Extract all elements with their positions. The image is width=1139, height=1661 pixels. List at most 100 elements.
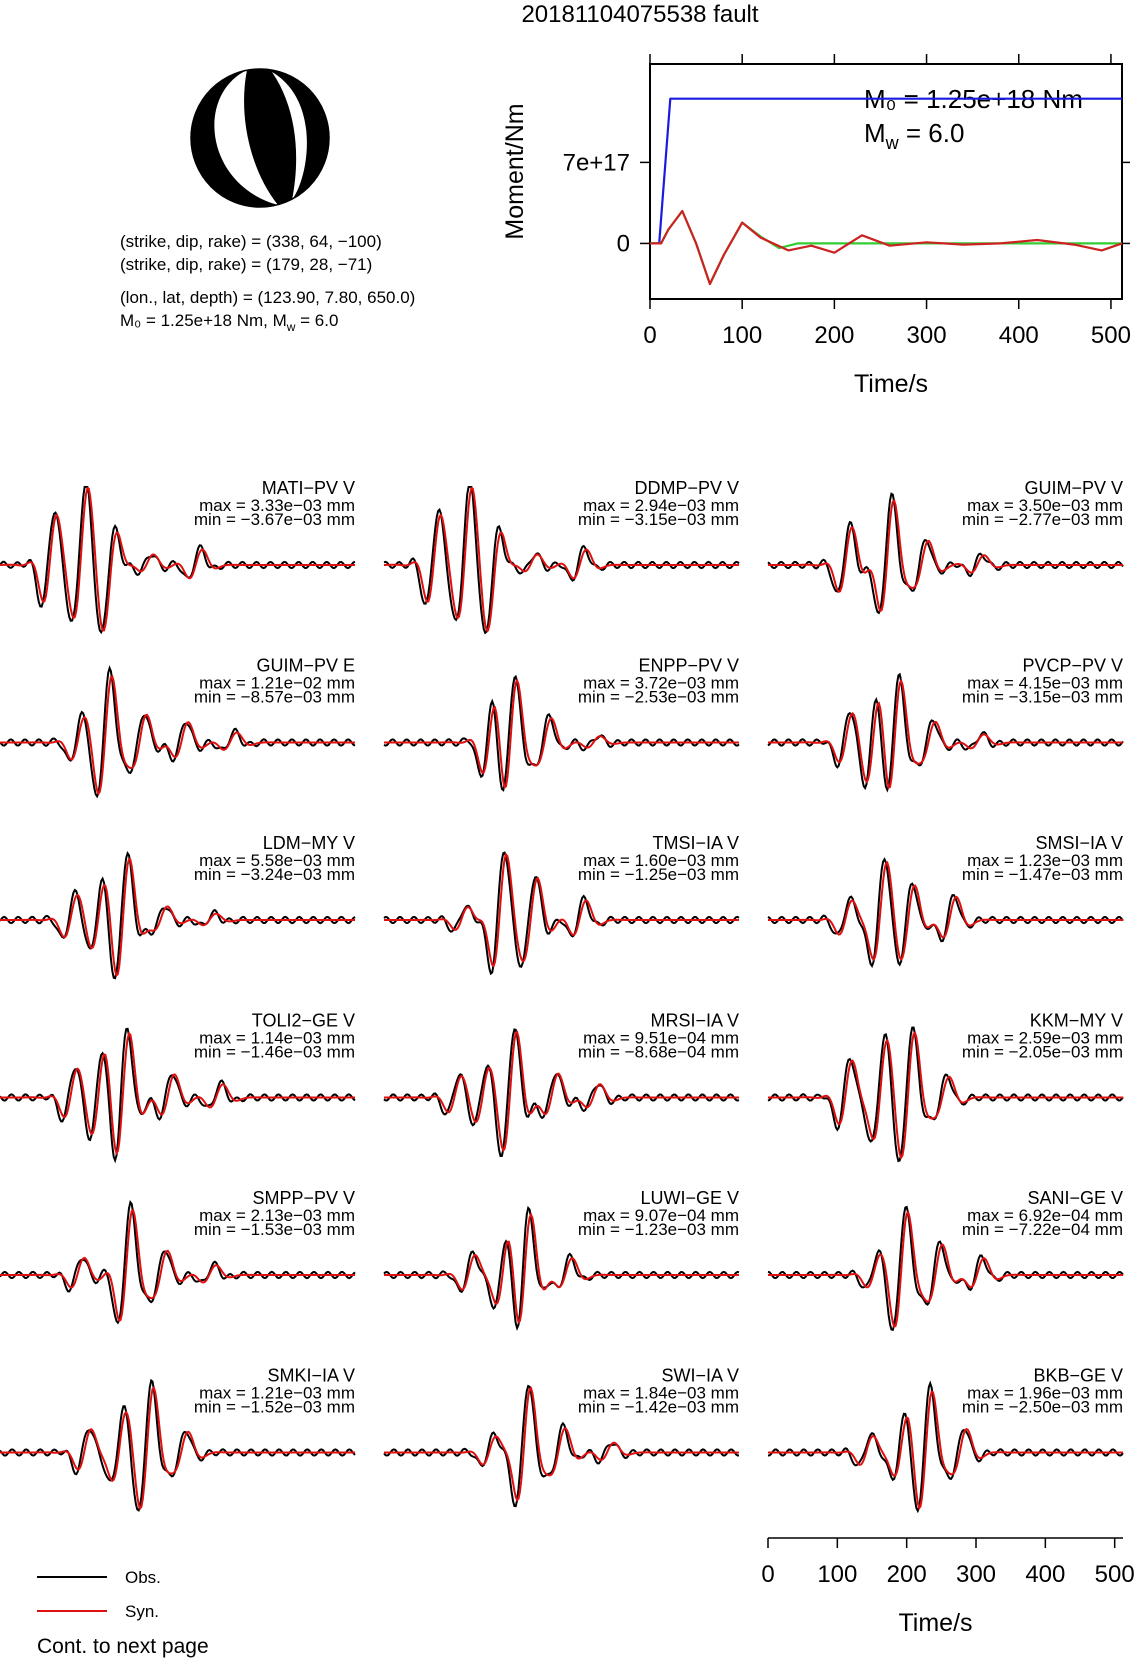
synthetic-waveform xyxy=(384,486,739,632)
moment-x-tick-label: 300 xyxy=(907,322,947,349)
trace-max-label: max = 4.15e−03 mm xyxy=(967,674,1123,693)
trace-min-label: min = −1.53e−03 mm xyxy=(194,1220,355,1239)
trace-max-label: max = 2.13e−03 mm xyxy=(199,1206,355,1225)
synthetic-waveform xyxy=(768,1030,1123,1160)
trace-min-label: min = −8.57e−03 mm xyxy=(194,688,355,707)
trace-station-label: TMSI−IA V xyxy=(652,833,739,853)
synthetic-waveform xyxy=(0,1031,355,1156)
continuation-note: Cont. to next page xyxy=(37,1635,209,1658)
synthetic-waveform xyxy=(0,1208,355,1323)
waveform-time-axis: 0 100 200 300 400 500 Time/s xyxy=(761,1537,1135,1637)
mechanism-line-1: (strike, dip, rake) = (338, 64, −100) xyxy=(120,232,382,251)
trace-min-label: min = −1.23e−03 mm xyxy=(578,1220,739,1239)
synthetic-waveform xyxy=(768,498,1123,613)
mechanism-line-2: (strike, dip, rake) = (179, 28, −71) xyxy=(120,255,372,274)
mechanism-line-3: (lon., lat, depth) = (123.90, 7.80, 650.… xyxy=(120,288,415,307)
trace-min-label: min = −1.47e−03 mm xyxy=(962,865,1123,884)
trace-max-label: max = 3.33e−03 mm xyxy=(199,496,355,515)
trace-min-label: min = −8.68e−04 mm xyxy=(578,1043,739,1062)
legend-obs-label: Obs. xyxy=(125,1568,161,1587)
trace-min-label: min = −1.52e−03 mm xyxy=(194,1398,355,1417)
trace-min-label: min = −1.46e−03 mm xyxy=(194,1043,355,1062)
moment-x-tick-label: 0 xyxy=(643,322,656,349)
trace-station-label: BKB−GE V xyxy=(1033,1366,1123,1386)
trace-station-label: GUIM−PV V xyxy=(1024,478,1123,498)
synthetic-waveform xyxy=(768,1390,1123,1511)
moment-x-tick-label: 500 xyxy=(1091,322,1131,349)
trace-max-label: max = 1.21e−02 mm xyxy=(199,674,355,693)
trace-max-label: max = 1.96e−03 mm xyxy=(967,1384,1123,1403)
synthetic-waveform xyxy=(768,678,1123,790)
trace-min-label: min = −3.24e−03 mm xyxy=(194,865,355,884)
moment-rate-chart: 0 100 200 300 400 50007e+17Time/sMoment/NmM₀ … xyxy=(501,54,1131,398)
trace-min-label: min = −2.77e−03 mm xyxy=(962,510,1123,529)
observed-waveform xyxy=(383,1384,740,1508)
trace-min-label: min = −7.22e−04 mm xyxy=(962,1220,1123,1239)
trace-max-label: max = 1.84e−03 mm xyxy=(583,1384,739,1403)
trace-station-label: MRSI−IA V xyxy=(650,1011,739,1031)
moment-function-line xyxy=(650,97,1122,245)
legend: Obs. Syn. xyxy=(37,1568,161,1621)
trace-max-label: max = 2.59e−03 mm xyxy=(967,1029,1123,1048)
trace-station-label: PVCP−PV V xyxy=(1022,656,1123,676)
synthetic-waveform xyxy=(384,1212,739,1324)
bottom-x-tick-label: 400 xyxy=(1025,1561,1065,1588)
moment-y-tick-label: 0 xyxy=(617,230,630,257)
synthetic-waveform xyxy=(768,1210,1123,1329)
moment-x-tick-label: 100 xyxy=(722,322,762,349)
bottom-x-tick-label: 100 xyxy=(817,1561,857,1588)
observed-waveform xyxy=(383,851,740,976)
bottom-x-tick-label: 500 xyxy=(1095,1561,1135,1588)
trace-max-label: max = 3.72e−03 mm xyxy=(583,674,739,693)
trace-min-label: min = −3.67e−03 mm xyxy=(194,510,355,529)
trace-station-label: SMPP−PV V xyxy=(252,1188,355,1208)
synthetic-waveform xyxy=(0,1385,355,1511)
trace-min-label: min = −2.53e−03 mm xyxy=(578,688,739,707)
moment-x-tick-label: 200 xyxy=(814,322,854,349)
moment-plot-frame xyxy=(649,63,1123,300)
synthetic-waveform xyxy=(384,678,739,790)
trace-max-label: max = 1.14e−03 mm xyxy=(199,1029,355,1048)
trace-station-label: LUWI−GE V xyxy=(640,1188,739,1208)
observed-waveform xyxy=(383,486,740,635)
trace-station-label: LDM−MY V xyxy=(263,833,355,853)
moment-rate-obs-line xyxy=(650,209,1123,286)
trace-station-label: DDMP−PV V xyxy=(634,478,739,498)
trace-min-label: min = −1.42e−03 mm xyxy=(578,1398,739,1417)
trace-max-label: max = 1.23e−03 mm xyxy=(967,851,1123,870)
trace-max-label: max = 6.92e−04 mm xyxy=(967,1206,1123,1225)
trace-min-label: min = −1.25e−03 mm xyxy=(578,865,739,884)
trace-min-label: min = −2.05e−03 mm xyxy=(962,1043,1123,1062)
moment-rate-model-line xyxy=(650,209,1122,286)
trace-min-label: min = −3.15e−03 mm xyxy=(962,688,1123,707)
moment-annotation-mw: Mw = 6.0 xyxy=(864,118,964,153)
moment-x-tick-label: 400 xyxy=(999,322,1039,349)
observed-waveform xyxy=(767,1205,1124,1332)
synthetic-waveform xyxy=(0,857,355,978)
synthetic-waveform xyxy=(384,852,739,968)
bottom-x-tick-label: 200 xyxy=(887,1561,927,1588)
bottom-x-tick-label: 300 xyxy=(956,1561,996,1588)
synthetic-waveform xyxy=(384,1386,739,1502)
bottom-x-axis-label: Time/s xyxy=(898,1609,972,1637)
bottom-x-tick-label: 0 xyxy=(761,1561,774,1588)
page-title: 20181104075538 fault xyxy=(521,1,758,28)
trace-station-label: SANI−GE V xyxy=(1027,1188,1123,1208)
trace-station-label: SWI−IA V xyxy=(661,1366,739,1386)
trace-station-label: MATI−PV V xyxy=(262,478,355,498)
trace-min-label: min = −2.50e−03 mm xyxy=(962,1398,1123,1417)
